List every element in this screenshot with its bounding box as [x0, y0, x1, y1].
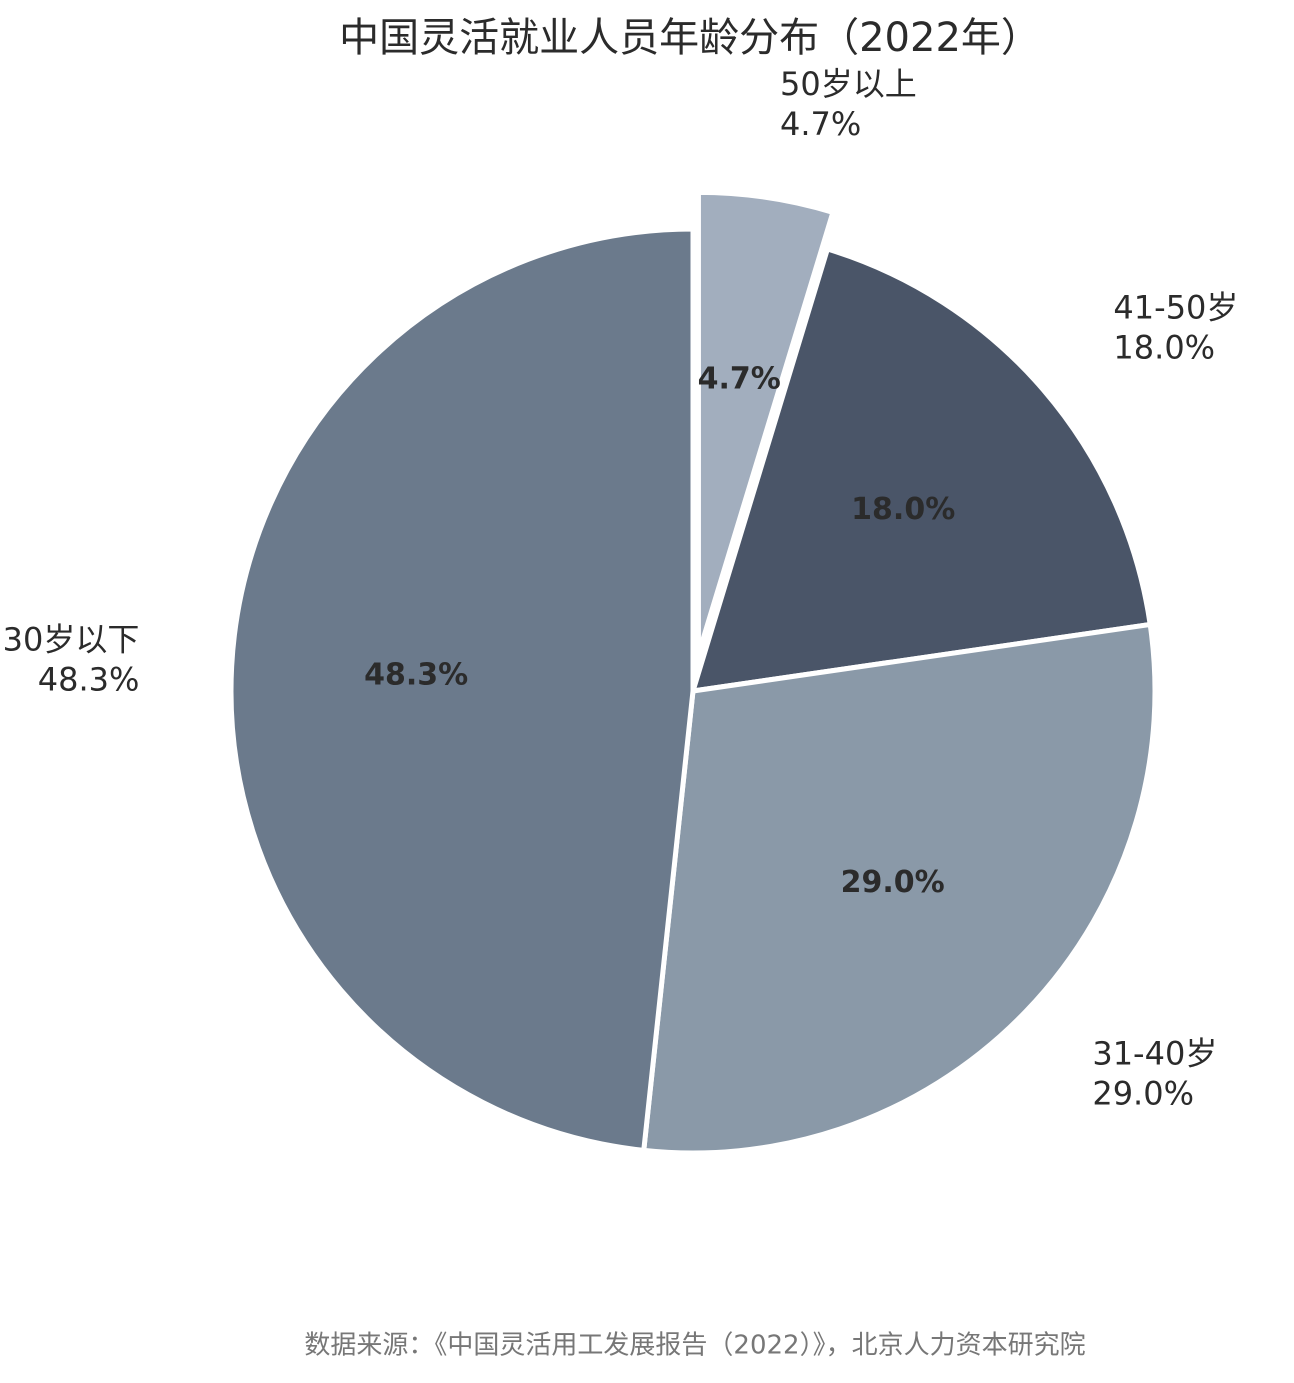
pie-slice: [640, 621, 1158, 1156]
slice-value-label: 18.0%: [851, 492, 955, 527]
category-label: 50岁以上: [780, 65, 917, 103]
slice-value-label: 29.0%: [841, 865, 945, 900]
slice-value-label: 48.3%: [364, 658, 468, 693]
category-label: 30岁以下: [3, 620, 140, 658]
category-percent-label: 29.0%: [1092, 1075, 1194, 1113]
category-label: 41-50岁: [1113, 289, 1238, 327]
slice-value-label: 4.7%: [698, 362, 781, 397]
category-percent-label: 4.7%: [780, 105, 861, 143]
category-percent-label: 48.3%: [38, 660, 140, 698]
pie-slice: [695, 189, 837, 656]
category-label: 31-40岁: [1092, 1035, 1217, 1073]
pie-slice: [228, 226, 696, 1154]
chart-title: 中国灵活就业人员年龄分布（2022年）: [339, 15, 1041, 61]
pie-slice: [689, 245, 1154, 695]
source-note: 数据来源：《中国灵活用工发展报告（2022）》，北京人力资本研究院: [304, 1331, 1085, 1361]
category-percent-label: 18.0%: [1113, 329, 1215, 367]
